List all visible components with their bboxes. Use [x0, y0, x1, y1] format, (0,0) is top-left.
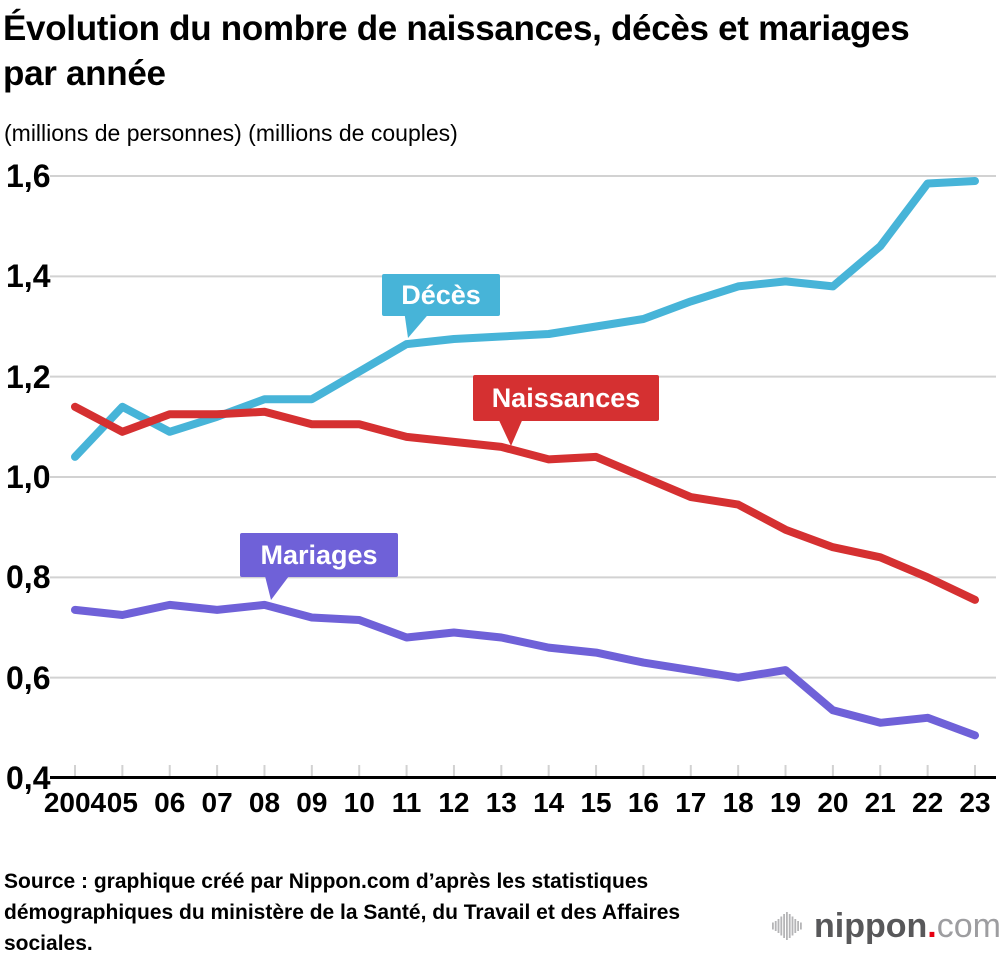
x-axis-label: 22: [912, 787, 944, 818]
nippon-logo: nippon.com: [770, 906, 1000, 946]
x-axis-label: 23: [959, 787, 991, 818]
mariages-series-label: Mariages: [240, 533, 398, 577]
mariages-callout-tail: [264, 572, 292, 600]
naissances-callout-tail: [497, 416, 524, 446]
x-axis-label: 06: [154, 787, 186, 818]
soundwave-bar: [794, 919, 797, 933]
x-axis-label: 20: [817, 787, 849, 818]
soundwave-bar: [774, 921, 777, 931]
x-axis-label: 14: [533, 787, 565, 818]
soundwave-bar: [800, 922, 802, 930]
y-axis-label: 1,6: [6, 158, 51, 194]
soundwave-bar: [786, 912, 788, 940]
soundwave-bar: [780, 916, 783, 936]
deces-series-label: Décès: [382, 274, 500, 316]
x-axis-label: 21: [864, 787, 896, 818]
soundwave-bar: [797, 921, 799, 931]
x-axis-label: 12: [438, 787, 470, 818]
y-axis-label: 1,0: [6, 459, 51, 495]
deces-callout-tail: [404, 310, 432, 338]
y-axis-label: 1,4: [6, 258, 51, 295]
nippon-logo-bold: nippon: [814, 906, 928, 945]
soundwave-bar: [788, 914, 791, 938]
nippon-logo-dot: .: [927, 906, 937, 945]
x-axis-label: 07: [201, 787, 233, 818]
mariages-line: [71, 600, 979, 740]
source-note: Source : graphique créé par Nippon.com d…: [4, 870, 681, 955]
naissances-series-label: Naissances: [473, 375, 659, 421]
x-axis-label: 18: [722, 787, 754, 818]
naissances-series-label-text: Naissances: [491, 382, 641, 413]
x-axis-label: 10: [343, 787, 375, 818]
y-axis-label: 0,8: [6, 559, 51, 596]
y-axis-label: 0,6: [6, 659, 51, 696]
x-axis-label: 16: [627, 787, 659, 818]
y-axis-label: 0,4: [6, 760, 51, 796]
soundwave-bar: [783, 914, 785, 938]
deces-series-label-text: Décès: [401, 279, 481, 310]
x-axis-label: 17: [675, 787, 707, 818]
nippon-logo-light: com: [936, 906, 1000, 945]
x-axis-label: 2004: [43, 787, 107, 818]
x-axis-label: 08: [248, 787, 281, 818]
y-axis-label: 1,2: [6, 358, 51, 395]
chart-title: Évolution du nombre de naissances, décès…: [3, 9, 910, 93]
nippon-logo-soundwave-icon: [772, 912, 802, 940]
nippon-logo-text: nippon.com: [814, 907, 1000, 946]
x-axis-label: 11: [391, 787, 422, 818]
soundwave-bar: [777, 919, 780, 933]
x-axis-label: 09: [296, 787, 328, 818]
chart-subtitle: (millions de personnes) (millions de cou…: [4, 120, 458, 146]
x-axis-label: 05: [106, 787, 138, 818]
soundwave-bar: [791, 916, 794, 936]
x-axis-label: 13: [485, 787, 517, 818]
naissances-line: [71, 402, 979, 604]
x-axis-label: 19: [769, 787, 802, 818]
mariages-series-label-text: Mariages: [260, 539, 378, 570]
x-axis-label: 15: [580, 787, 612, 818]
soundwave-bar: [772, 922, 774, 930]
